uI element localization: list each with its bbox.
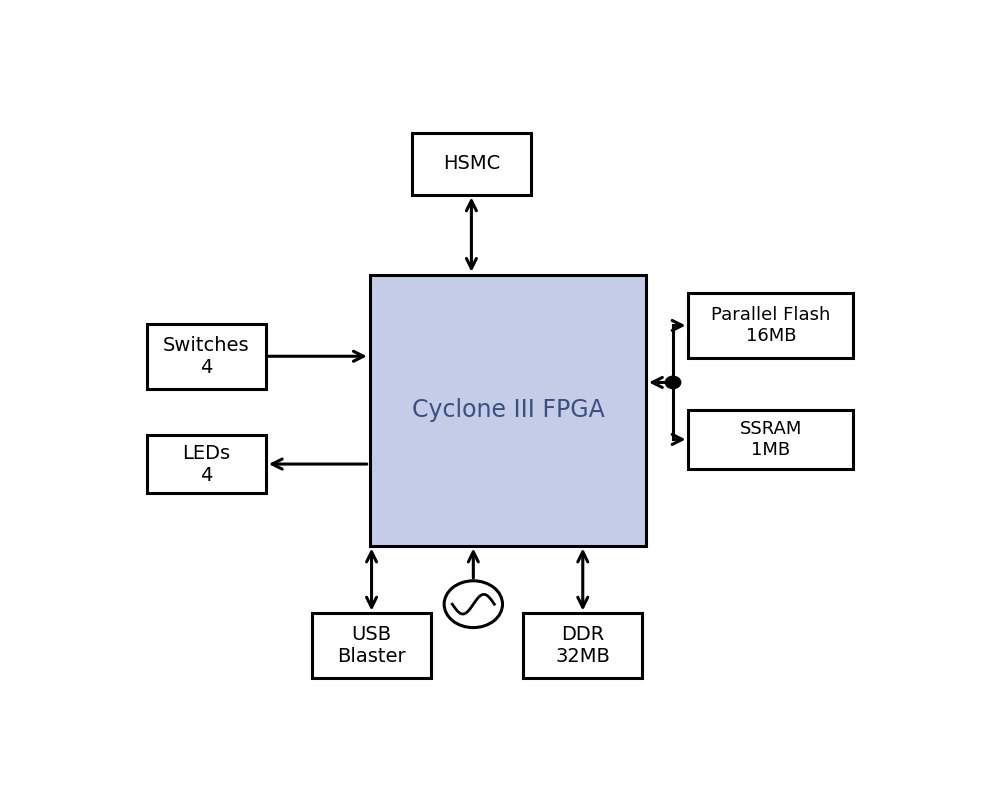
Bar [412, 133, 531, 194]
Text: USB
Blaster: USB Blaster [337, 626, 406, 666]
Text: HSMC: HSMC [443, 154, 500, 174]
Text: SSRAM
1MB: SSRAM 1MB [739, 420, 802, 459]
Bar [312, 614, 431, 678]
Bar [689, 410, 853, 469]
Circle shape [665, 376, 681, 389]
Bar [370, 274, 646, 546]
Bar [147, 435, 266, 494]
Text: Cyclone III FPGA: Cyclone III FPGA [411, 398, 605, 422]
Text: LEDs
4: LEDs 4 [182, 443, 231, 485]
Text: DDR
32MB: DDR 32MB [555, 626, 610, 666]
Bar [689, 293, 853, 358]
Bar [147, 324, 266, 389]
Text: Parallel Flash
16MB: Parallel Flash 16MB [712, 306, 830, 345]
Bar [523, 614, 642, 678]
Circle shape [444, 581, 502, 628]
Text: Switches
4: Switches 4 [164, 336, 250, 377]
